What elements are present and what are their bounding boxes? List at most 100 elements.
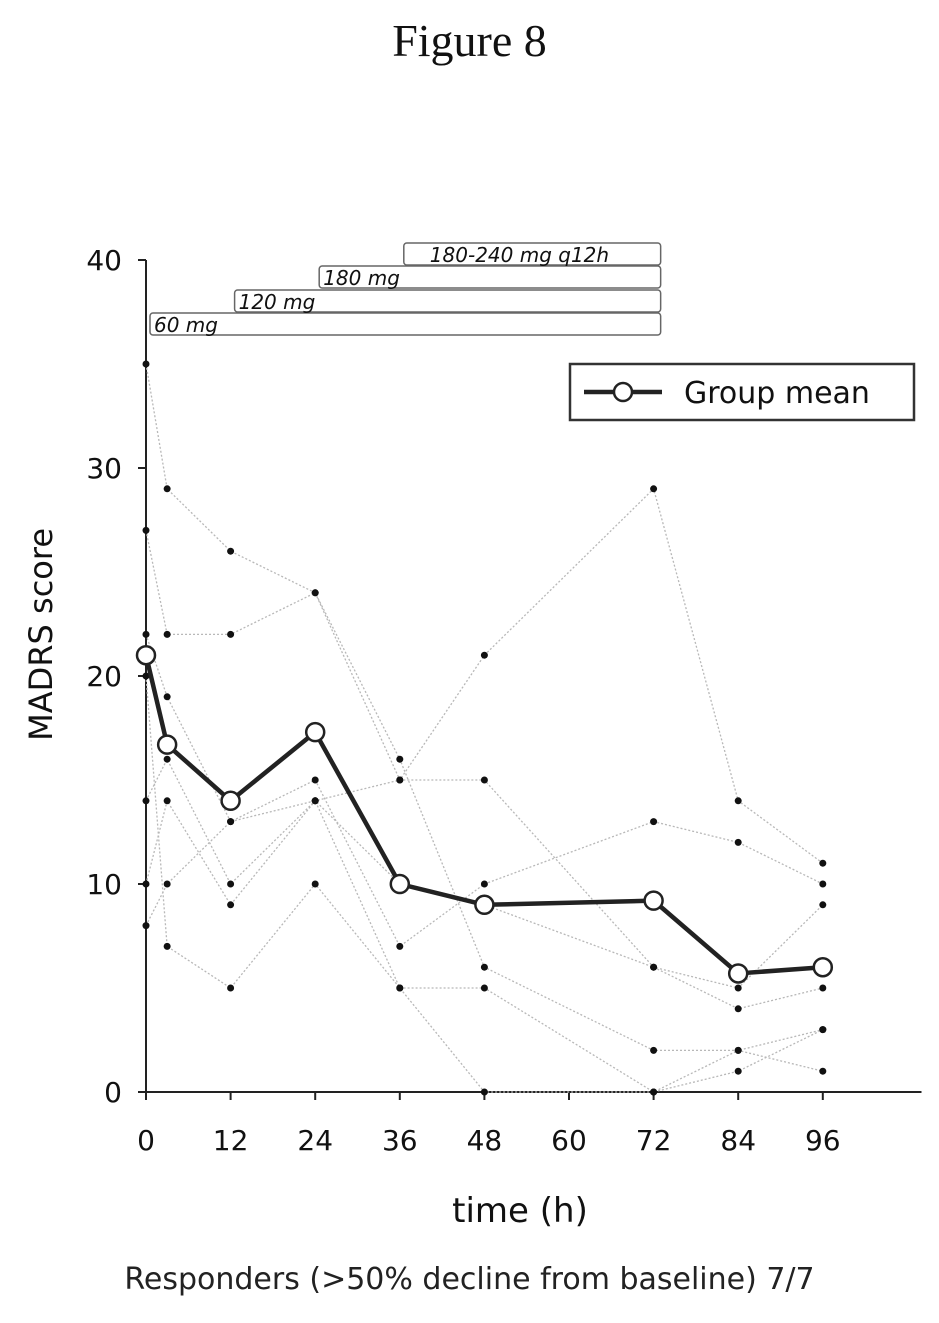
individual-point: [734, 838, 742, 846]
individual-point: [734, 1067, 742, 1075]
individual-point: [227, 880, 235, 888]
group-mean-point: [727, 963, 749, 984]
x-tick-label: 24: [297, 1124, 333, 1157]
individual-point: [142, 630, 150, 638]
individual-line: [145, 487, 824, 864]
individual-point: [227, 984, 235, 992]
y-axis-label: MADRS score: [22, 528, 60, 741]
individual-line: [145, 363, 823, 1052]
x-tick-label: 48: [467, 1124, 503, 1157]
individual-point: [142, 672, 150, 680]
dose-bar-label: 120 mg: [239, 290, 316, 314]
individual-point: [819, 901, 827, 909]
individual-point: [734, 984, 742, 992]
individual-point: [227, 818, 235, 826]
individual-point: [227, 547, 235, 555]
individual-point: [227, 630, 235, 638]
x-tick-label: 36: [382, 1124, 418, 1157]
x-tick-label: 12: [213, 1124, 249, 1157]
dose-bar: [403, 242, 662, 266]
group-mean-point: [389, 873, 411, 895]
group-mean-point: [643, 890, 664, 911]
individual-point: [163, 485, 171, 493]
x-tick-label: 60: [551, 1124, 587, 1157]
group-mean-point: [304, 721, 326, 743]
group-mean-series: [135, 644, 834, 984]
responders-footnote: Responders (>50% decline from baseline) …: [124, 1262, 815, 1297]
individual-point: [163, 630, 171, 638]
group-mean-line: [143, 654, 823, 976]
individual-point: [819, 1067, 827, 1075]
individual-point: [734, 1046, 742, 1054]
individual-line: [145, 634, 824, 948]
individual-point: [142, 360, 150, 368]
individual-point: [311, 797, 319, 805]
x-tick-label: 84: [720, 1124, 756, 1157]
individual-point: [396, 942, 404, 950]
group-mean-point: [220, 790, 241, 812]
group-mean-point: [135, 644, 157, 666]
y-tick-label: 30: [86, 452, 122, 485]
individual-point: [480, 651, 488, 659]
y-tick-label: 40: [86, 244, 122, 277]
individual-point: [480, 1088, 488, 1096]
individual-point: [819, 859, 827, 867]
individual-point: [163, 693, 171, 701]
individual-point: [311, 589, 319, 597]
x-tick-label: 0: [137, 1124, 155, 1157]
individual-point: [142, 797, 150, 805]
dose-bar-label: 60 mg: [154, 313, 218, 337]
dose-bar: [149, 312, 662, 336]
individual-point: [650, 963, 658, 971]
individual-point: [650, 1088, 658, 1096]
individual-point: [480, 963, 488, 971]
individual-line: [145, 757, 824, 989]
x-axis-label: time (h): [452, 1191, 588, 1231]
individual-point: [396, 755, 404, 763]
legend: Group mean: [568, 362, 916, 422]
individual-point: [650, 485, 658, 493]
dose-bars: 60 mg 120 mg 180 mg 180-240 mg q12h: [149, 242, 662, 337]
dose-bar-label: 180 mg: [323, 266, 400, 290]
dose-bar: [318, 265, 662, 289]
individual-point: [650, 1046, 658, 1054]
individual-point: [311, 880, 319, 888]
individual-point: [311, 776, 319, 784]
individual-line: [145, 800, 824, 1093]
legend-label: Group mean: [684, 376, 870, 411]
individual-point: [163, 755, 171, 763]
individual-point: [163, 797, 171, 805]
individual-point: [396, 776, 404, 784]
individual-point: [163, 880, 171, 888]
individual-point: [480, 984, 488, 992]
individual-point: [480, 776, 488, 784]
y-tick-label: 10: [86, 868, 122, 901]
group-mean-point: [812, 956, 834, 978]
individual-point: [734, 1005, 742, 1013]
individual-point: [396, 984, 404, 992]
individual-point: [819, 880, 827, 888]
individual-point: [227, 901, 235, 909]
group-mean-point: [474, 894, 495, 916]
y-tick-label: 20: [86, 660, 122, 693]
x-tick-label: 96: [805, 1124, 841, 1157]
individual-point: [819, 1026, 827, 1034]
x-tick-label: 72: [636, 1124, 672, 1157]
individual-point: [480, 880, 488, 888]
individual-point: [142, 526, 150, 534]
dose-bar-label: 180-240 mg q12h: [430, 243, 609, 267]
dose-bar: [233, 289, 662, 313]
individual-series: [142, 360, 827, 1096]
y-tick-label: 0: [104, 1076, 122, 1109]
individual-point: [142, 922, 150, 930]
figure-title: Figure 8: [392, 15, 547, 66]
group-mean-point: [156, 734, 178, 755]
individual-point: [163, 942, 171, 950]
individual-line: [145, 675, 823, 1093]
legend-marker-swatch: [612, 381, 634, 403]
individual-point: [819, 984, 827, 992]
individual-point: [142, 880, 150, 888]
individual-point: [650, 818, 658, 826]
individual-point: [734, 797, 742, 805]
